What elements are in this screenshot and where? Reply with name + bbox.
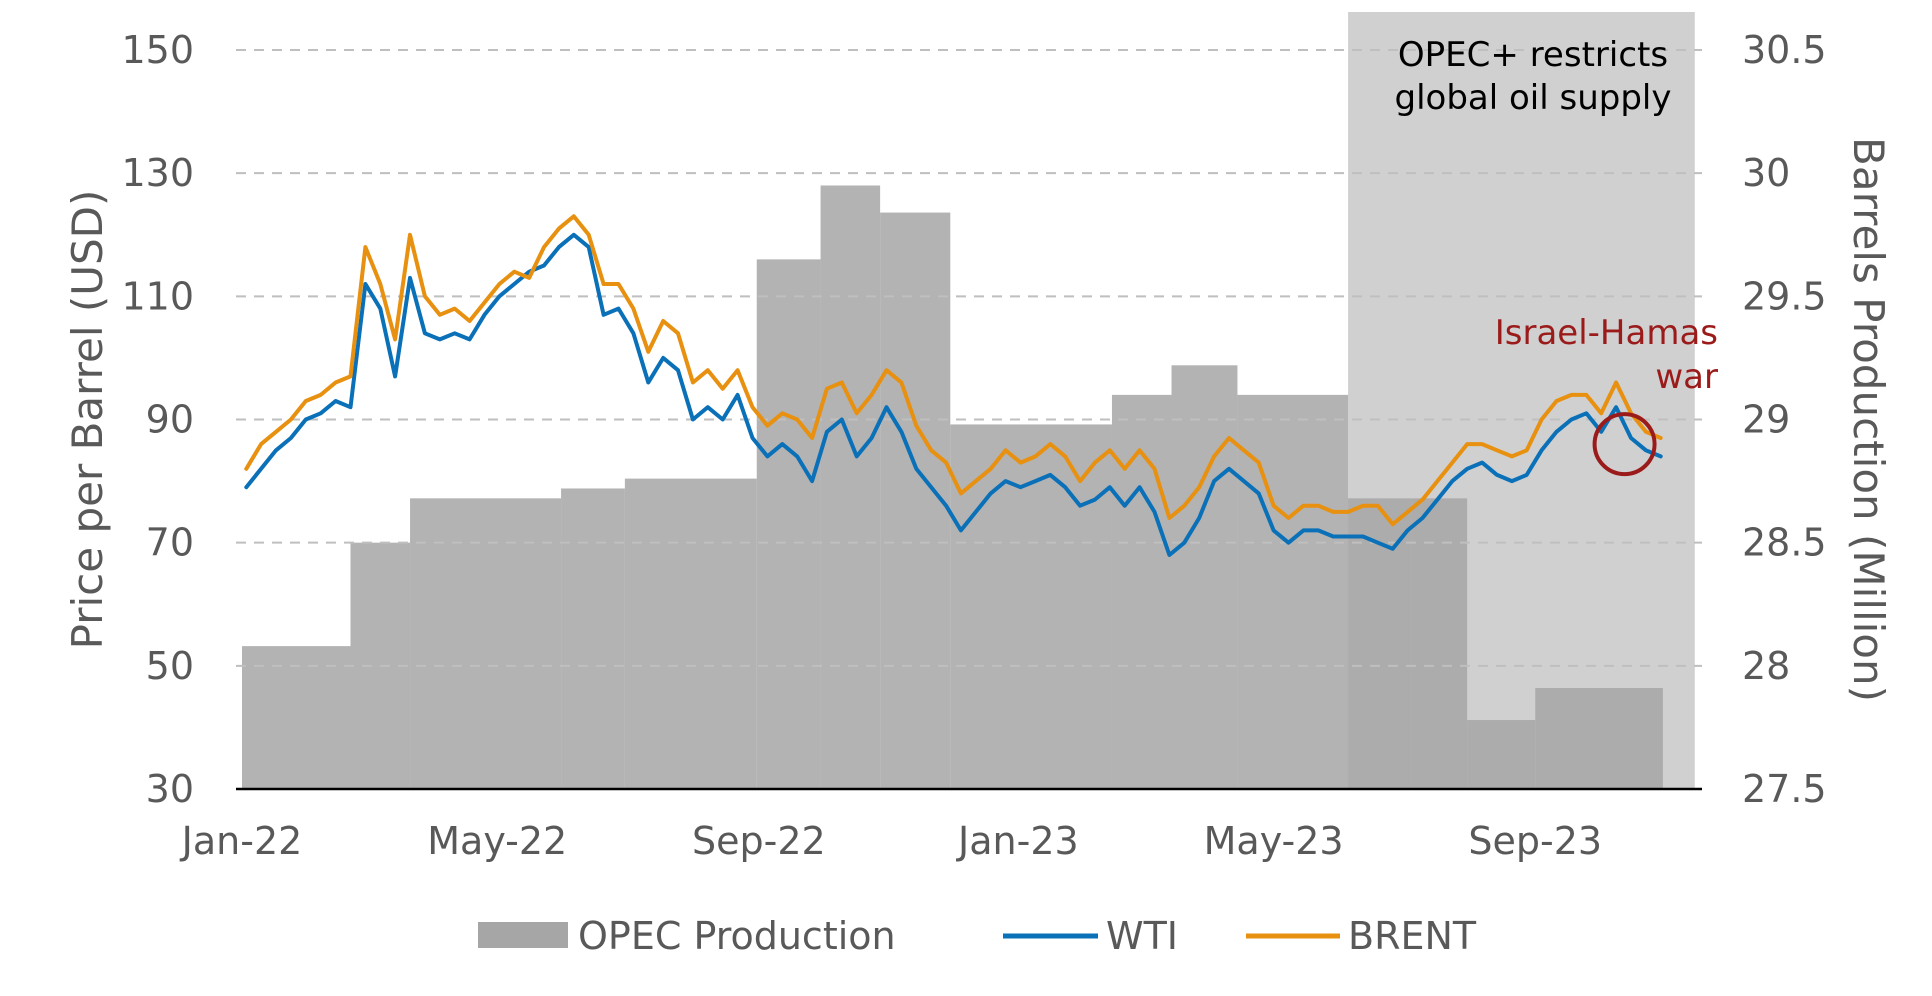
y-right-tick-label: 30.5 bbox=[1742, 28, 1827, 72]
opec-production-bar bbox=[410, 498, 562, 789]
x-tick-label: May-22 bbox=[427, 819, 567, 863]
y-right-tick-label: 29.5 bbox=[1742, 274, 1827, 318]
opec-production-bar bbox=[242, 646, 351, 789]
legend-swatch-opec bbox=[478, 922, 568, 948]
series-line-wti bbox=[244, 232, 1663, 557]
y-right-tick-label: 27.5 bbox=[1742, 767, 1827, 811]
y-right-tick-label: 28.5 bbox=[1742, 521, 1827, 565]
y-right-tick-label: 30 bbox=[1742, 151, 1790, 195]
opec-production-bar bbox=[1411, 498, 1468, 789]
x-tick-label: Jan-23 bbox=[956, 819, 1079, 863]
annotation-war-circle bbox=[1592, 412, 1657, 477]
legend-label-opec: OPEC Production bbox=[578, 914, 896, 958]
opec-production-bar bbox=[1535, 688, 1663, 789]
legend-label-wti: WTI bbox=[1106, 914, 1178, 958]
y-left-tick-label: 90 bbox=[146, 398, 194, 442]
opec-production-bar bbox=[756, 259, 821, 790]
x-tick-label: Jan-22 bbox=[180, 819, 303, 863]
shaded-region-label-line2: global oil supply bbox=[1395, 78, 1672, 118]
y-left-tick-label: 150 bbox=[121, 28, 194, 72]
y-right-tick-label: 28 bbox=[1742, 644, 1790, 688]
opec-production-bar bbox=[1171, 365, 1238, 789]
y-left-tick-label: 30 bbox=[146, 767, 194, 811]
shaded-region-label-line1: OPEC+ restricts bbox=[1398, 35, 1668, 75]
y-left-tick-label: 130 bbox=[121, 151, 194, 195]
series-line-brent bbox=[244, 214, 1663, 527]
y-left-axis-title: Price per Barrel (USD) bbox=[63, 190, 112, 650]
opec-production-bar bbox=[1111, 394, 1172, 789]
x-tick-label: May-23 bbox=[1204, 819, 1344, 863]
opec-production-bar bbox=[1348, 498, 1412, 789]
y-left-tick-label: 110 bbox=[121, 274, 194, 318]
legend-label-brent: BRENT bbox=[1348, 914, 1477, 958]
opec-production-bar bbox=[561, 488, 625, 789]
opec-production-bar bbox=[624, 478, 757, 789]
opec-production-bar bbox=[1237, 394, 1349, 789]
annotation-war-label-line1: Israel-Hamas bbox=[1495, 313, 1718, 353]
x-tick-label: Sep-23 bbox=[1468, 819, 1602, 863]
y-left-tick-label: 50 bbox=[146, 644, 194, 688]
y-right-tick-label: 29 bbox=[1742, 398, 1790, 442]
y-left-tick-label: 70 bbox=[146, 521, 194, 565]
opec-production-bar bbox=[950, 424, 1112, 789]
opec-production-bar bbox=[820, 185, 881, 789]
annotation-war-label-line2: war bbox=[1655, 357, 1718, 397]
x-tick-label: Sep-22 bbox=[692, 819, 826, 863]
opec-production-bar bbox=[880, 212, 951, 789]
y-right-axis-title: Barrels Production (Million) bbox=[1844, 137, 1893, 702]
opec-production-bar bbox=[1467, 720, 1536, 789]
